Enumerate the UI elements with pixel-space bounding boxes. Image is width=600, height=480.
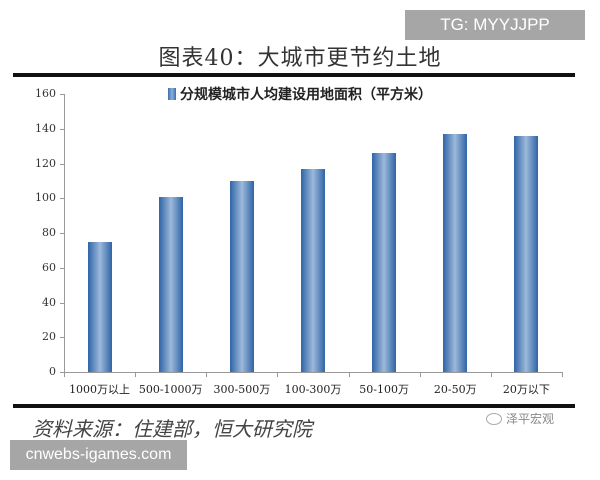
y-tick	[60, 337, 64, 339]
x-tick-label: 20万以下	[502, 383, 550, 396]
wechat-icon	[486, 412, 502, 425]
brand-label: 泽平宏观	[506, 412, 555, 426]
y-tick-label: 80	[42, 226, 56, 239]
legend-swatch-icon	[168, 88, 176, 100]
chart-title: 图表40：大城市更节约土地	[158, 46, 442, 71]
legend-label: 分规模城市人均建设用地面积（平方米）	[180, 87, 432, 103]
x-tick	[277, 372, 279, 377]
x-tick-label: 500-1000万	[138, 383, 203, 396]
x-tick	[490, 372, 492, 377]
y-tick-label: 140	[35, 121, 56, 135]
bar	[229, 180, 254, 372]
y-tick	[60, 302, 64, 304]
chart-legend: 分规模城市人均建设用地面积（平方米）	[168, 84, 432, 104]
bar	[514, 135, 539, 372]
x-tick	[419, 372, 421, 377]
y-tick-label: 120	[35, 156, 56, 170]
y-tick-label: 40	[42, 295, 56, 309]
bar	[158, 196, 183, 372]
y-tick-label: 100	[35, 191, 56, 205]
bar	[87, 241, 112, 372]
x-tick	[206, 372, 208, 377]
y-axis	[64, 94, 65, 372]
x-tick-label: 300-500万	[213, 383, 271, 396]
y-tick	[60, 128, 64, 130]
y-tick-label: 60	[42, 260, 56, 274]
bar	[443, 133, 468, 372]
x-tick-label: 20-50万	[433, 383, 477, 396]
watermark-top: TG: MYYJJPP	[405, 10, 585, 40]
y-tick	[60, 94, 64, 95]
x-tick	[135, 372, 137, 377]
watermark-bottom: cnwebs-igames.com	[10, 440, 187, 470]
y-tick-label: 0	[49, 365, 56, 378]
y-tick	[60, 198, 64, 200]
x-tick	[64, 372, 65, 377]
y-tick	[60, 267, 64, 269]
x-tick-label: 50-100万	[359, 383, 409, 396]
y-tick	[60, 372, 64, 373]
y-tick	[60, 233, 64, 234]
x-tick	[348, 372, 350, 377]
top-rule-divider	[13, 73, 575, 77]
brand-mark: 泽平宏观	[486, 410, 554, 427]
bar	[301, 168, 325, 372]
x-tick	[562, 372, 563, 377]
x-axis	[64, 372, 562, 373]
y-tick-label: 160	[35, 87, 56, 100]
y-tick	[60, 163, 64, 165]
x-tick-label: 100-300万	[284, 383, 342, 396]
source-note: 资料来源：住建部，恒大研究院	[32, 417, 312, 441]
bar	[372, 153, 397, 372]
y-tick-label: 20	[42, 330, 56, 344]
bottom-rule-divider	[13, 404, 575, 408]
x-tick-label: 1000万以上	[69, 383, 131, 396]
